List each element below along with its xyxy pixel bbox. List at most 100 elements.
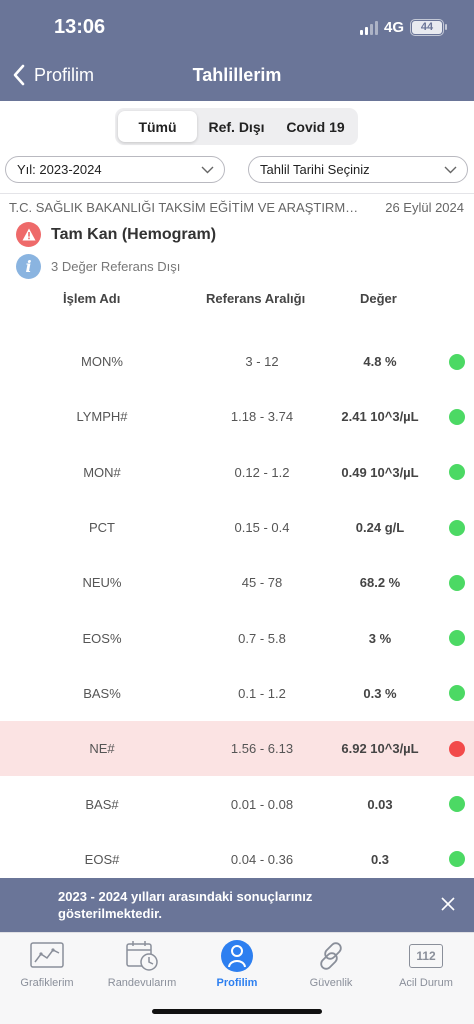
battery-icon: 44 (410, 19, 447, 36)
tab-bar: Grafiklerim Randevularım Profilim Güvenl… (0, 932, 474, 1024)
emergency-number: 112 (416, 949, 436, 963)
table-row[interactable]: LYMPH# 1.18 - 3.74 2.41 10^3/µL (0, 389, 474, 444)
reference-range: 0.12 - 1.2 (234, 464, 290, 480)
report-date: 26 Eylül 2024 (385, 200, 464, 215)
status-dot-icon (449, 685, 465, 702)
status-dot-icon (449, 630, 465, 647)
status-indicators: 4G 44 (359, 19, 447, 36)
table-row[interactable]: PCT 0.15 - 0.4 0.24 g/L (0, 500, 474, 555)
status-dot-icon (449, 740, 465, 757)
table-row[interactable]: NE# 1.56 - 6.13 6.92 10^3/µL (0, 721, 474, 777)
column-header-value: Değer (360, 291, 397, 306)
result-value: 0.49 10^3/µL (341, 464, 419, 480)
back-button[interactable]: Profilim (12, 64, 94, 86)
chart-icon (30, 942, 64, 968)
segment-covid[interactable]: Covid 19 (286, 118, 345, 135)
tab-label: Profilim (216, 977, 258, 989)
tab-charts[interactable]: Grafiklerim (1, 939, 93, 989)
test-item-name: BAS% (83, 685, 121, 701)
reference-range: 0.01 - 0.08 (230, 796, 294, 812)
test-item-name: EOS% (82, 630, 122, 646)
status-time: 13:06 (54, 16, 106, 38)
reference-range: 1.18 - 3.74 (230, 409, 294, 425)
info-banner: 2023 - 2024 yılları arasındaki sonuçları… (0, 878, 474, 932)
table-row[interactable]: MON# 0.12 - 1.2 0.49 10^3/µL (0, 445, 474, 500)
status-dot-icon (449, 574, 465, 591)
table-row[interactable]: NEU% 45 - 78 68.2 % (0, 555, 474, 610)
page-title: Tahlillerim (192, 65, 282, 85)
table-row[interactable]: EOS# 0.04 - 0.36 0.3 (0, 832, 474, 887)
info-icon: i (16, 254, 41, 279)
year-select-value: Yıl: 2023-2024 (17, 162, 102, 177)
app-header: 13:06 4G 44 Profilim Tahlillerim (0, 0, 474, 101)
calendar-clock-icon (126, 941, 158, 971)
result-value: 6.92 10^3/µL (341, 741, 419, 757)
test-title[interactable]: Tam Kan (Hemogram) (16, 222, 216, 247)
result-value: 0.03 (367, 796, 393, 812)
tab-appointments[interactable]: Randevularım (96, 939, 188, 989)
chevron-down-icon (444, 166, 457, 173)
banner-text: 2023 - 2024 yılları arasındaki sonuçları… (58, 889, 313, 921)
status-dot-icon (449, 851, 465, 868)
chevron-left-icon (13, 64, 25, 86)
test-item-name: NE# (89, 741, 115, 757)
segment-all[interactable]: Tümü (118, 111, 197, 142)
test-item-name: NEU% (82, 575, 122, 591)
table-row[interactable]: BAS# 0.01 - 0.08 0.03 (0, 776, 474, 831)
status-dot-icon (449, 519, 465, 536)
table-row[interactable]: MON% 3 - 12 4.8 % (0, 334, 474, 389)
emergency-112-icon: 112 (409, 944, 443, 968)
test-item-name: MON# (83, 464, 121, 480)
back-button-label: Profilim (34, 64, 95, 85)
filter-segmented-control: Tümü Ref. Dışı Covid 19 (115, 108, 358, 145)
test-name: Tam Kan (Hemogram) (51, 225, 217, 243)
tab-emergency[interactable]: 112 Acil Durum (380, 939, 472, 989)
tab-label: Randevularım (107, 977, 177, 989)
tab-label: Acil Durum (399, 977, 453, 989)
test-item-name: MON% (81, 354, 123, 370)
out-of-range-info: i 3 Değer Referans Dışı (16, 254, 180, 279)
signal-icon (359, 20, 378, 35)
test-item-name: BAS# (85, 796, 119, 812)
reference-range: 3 - 12 (245, 354, 279, 370)
test-item-name: PCT (89, 520, 115, 536)
reference-range: 0.15 - 0.4 (234, 520, 290, 536)
close-icon[interactable] (440, 896, 456, 912)
result-value: 2.41 10^3/µL (341, 409, 419, 425)
result-value: 0.24 g/L (355, 520, 405, 536)
reference-range: 45 - 78 (241, 575, 283, 591)
result-value: 0.3 (370, 851, 390, 867)
test-date-select[interactable]: Tahlil Tarihi Seçiniz (248, 156, 468, 183)
test-date-select-value: Tahlil Tarihi Seçiniz (260, 162, 370, 177)
warning-icon (16, 222, 41, 247)
result-value: 4.8 % (363, 354, 397, 370)
result-value: 3 % (368, 630, 392, 646)
status-dot-icon (449, 796, 465, 813)
test-item-name: LYMPH# (76, 409, 128, 425)
status-dot-icon (449, 464, 465, 481)
tab-label: Güvenlik (309, 977, 353, 989)
divider (0, 193, 474, 194)
status-dot-icon (449, 353, 465, 370)
out-of-range-count: 3 Değer Referans Dışı (51, 259, 181, 274)
result-value: 68.2 % (359, 575, 401, 591)
network-type: 4G (383, 19, 404, 36)
tab-security[interactable]: Güvenlik (285, 939, 377, 989)
results-table: MON% 3 - 12 4.8 % LYMPH# 1.18 - 3.74 2.41 10^… (0, 334, 474, 887)
table-row[interactable]: EOS% 0.7 - 5.8 3 % (0, 610, 474, 665)
result-value: 0.3 % (363, 685, 397, 701)
tab-profile[interactable]: Profilim (191, 939, 283, 989)
person-icon (221, 940, 253, 972)
table-row[interactable]: BAS% 0.1 - 1.2 0.3 % (0, 666, 474, 721)
year-select[interactable]: Yıl: 2023-2024 (5, 156, 225, 183)
reference-range: 0.7 - 5.8 (238, 630, 286, 646)
test-item-name: EOS# (84, 851, 120, 867)
reference-range: 0.1 - 1.2 (238, 685, 286, 701)
home-indicator[interactable] (152, 1009, 322, 1014)
link-icon (320, 942, 342, 970)
battery-level: 44 (412, 21, 442, 34)
column-header-name: İşlem Adı (63, 291, 121, 306)
reference-range: 0.04 - 0.36 (230, 851, 294, 867)
segment-out-of-range[interactable]: Ref. Dışı (208, 118, 265, 135)
status-dot-icon (449, 408, 465, 425)
